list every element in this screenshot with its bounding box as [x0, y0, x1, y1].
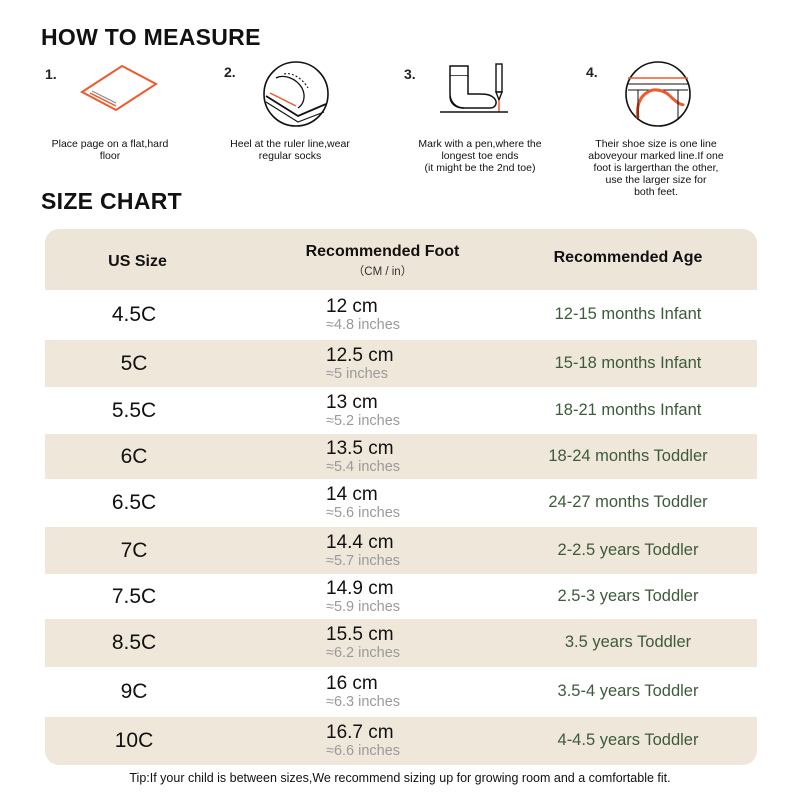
- table-row: 8.5C 15.5 cm ≈6.2 inches 3.5 years Toddler: [45, 619, 757, 667]
- table-row: 5C 12.5 cm ≈5 inches 15-18 months Infant: [45, 340, 757, 387]
- how-to-measure-title: HOW TO MEASURE: [41, 24, 261, 50]
- table-row: 9C 16 cm ≈6.3 inches 3.5-4 years Toddler: [45, 667, 757, 717]
- step-number: 2.: [224, 64, 236, 80]
- recommended-age-cell: 18-21 months Infant: [554, 400, 702, 419]
- paper-sheet-icon: [80, 64, 158, 112]
- us-size-cell: 5C: [120, 351, 148, 375]
- step-number: 3.: [404, 66, 416, 82]
- recommended-age-cell: 15-18 months Infant: [554, 353, 702, 372]
- foot-length-inches: ≈6.6 inches: [326, 743, 401, 759]
- foot-length-cm: 14.9 cm: [326, 577, 394, 599]
- us-size-cell: 8.5C: [111, 631, 157, 654]
- foot-length-cm: 12 cm: [326, 296, 378, 317]
- foot-length-cm: 13.5 cm: [326, 437, 394, 459]
- us-size-cell: 7.5C: [111, 584, 157, 608]
- recommended-age-cell: 3.5-4 years Toddler: [557, 682, 699, 700]
- table-row: 4.5C 12 cm ≈4.8 inches 12-15 months Infant: [45, 290, 757, 340]
- foot-length-inches: ≈5.7 inches: [326, 552, 401, 569]
- step-number: 4.: [586, 64, 598, 80]
- step-instruction: Place page on a flat,hard floor: [51, 138, 169, 162]
- foot-length-inches: ≈5.4 inches: [326, 458, 401, 475]
- foot-size-line-icon: [625, 61, 691, 127]
- recommended-age-cell: 2.5-3 years Toddler: [557, 586, 699, 605]
- step-instruction: Heel at the ruler line,wear regular sock…: [230, 138, 350, 162]
- recommended-age-cell: 3.5 years Toddler: [564, 633, 692, 651]
- sizing-tip: Tip:If your child is between sizes,We re…: [129, 771, 671, 785]
- us-size-cell: 5.5C: [111, 398, 157, 422]
- foot-length-cm: 12.5 cm: [326, 344, 394, 366]
- foot-length-inches: ≈4.8 inches: [326, 317, 401, 333]
- table-row: 7.5C 14.9 cm ≈5.9 inches 2.5-3 years Toddle…: [45, 574, 757, 619]
- foot-length-cm: 16 cm: [326, 673, 378, 694]
- us-size-cell: 4.5C: [111, 303, 157, 326]
- foot-length-inches: ≈6.2 inches: [326, 645, 401, 661]
- foot-length-cm: 15.5 cm: [326, 624, 394, 645]
- us-size-cell: 6C: [120, 444, 148, 468]
- foot-length-cm: 14.4 cm: [326, 531, 394, 553]
- us-size-cell: 10C: [114, 729, 154, 752]
- foot-length-inches: ≈5.6 inches: [326, 505, 401, 521]
- recommended-age-cell: 12-15 months Infant: [554, 305, 702, 323]
- us-size-cell: 7C: [120, 538, 148, 562]
- foot-length-inches: ≈5 inches: [326, 365, 388, 382]
- recommended-age-cell: 24-27 months Toddler: [548, 493, 708, 511]
- header-recommended-age: Recommended Age: [553, 249, 703, 266]
- header-us-size: US Size: [108, 253, 167, 270]
- foot-length-inches: ≈5.9 inches: [326, 598, 401, 615]
- step-number: 1.: [45, 66, 57, 82]
- us-size-cell: 6.5C: [111, 491, 157, 514]
- table-row: 6C 13.5 cm ≈5.4 inches 18-24 months Toddler: [45, 434, 757, 479]
- heel-on-ruler-icon: [263, 61, 329, 127]
- foot-length-inches: ≈5.2 inches: [326, 412, 401, 429]
- us-size-cell: 9C: [120, 680, 148, 703]
- foot-length-cm: 13 cm: [326, 391, 378, 413]
- size-chart-table: US Size Recommended Foot （CM / in） Recom…: [45, 229, 757, 765]
- table-row: 5.5C 13 cm ≈5.2 inches 18-21 months Infant: [45, 387, 757, 434]
- step-instruction: Mark with a pen,where the longest toe en…: [418, 138, 542, 174]
- step-instruction: Their shoe size is one line aboveyour ma…: [588, 138, 724, 198]
- recommended-age-cell: 18-24 months Toddler: [548, 446, 708, 465]
- table-row: 6.5C 14 cm ≈5.6 inches 24-27 months Toddler: [45, 479, 757, 527]
- table-header: US Size Recommended Foot （CM / in） Recom…: [45, 229, 757, 290]
- recommended-age-cell: 4-4.5 years Toddler: [557, 731, 699, 749]
- foot-length-cm: 16.7 cm: [326, 722, 394, 743]
- table-row: 7C 14.4 cm ≈5.7 inches 2-2.5 years Toddler: [45, 527, 757, 574]
- header-foot-units: （CM / in）: [352, 266, 413, 278]
- size-chart-title: SIZE CHART: [41, 188, 182, 214]
- foot-length-cm: 14 cm: [326, 484, 378, 505]
- sock-and-pen-icon: [440, 63, 508, 113]
- header-recommended-foot: Recommended Foot: [305, 243, 460, 260]
- table-row: 10C 16.7 cm ≈6.6 inches 4-4.5 years Toddler: [45, 717, 757, 765]
- recommended-age-cell: 2-2.5 years Toddler: [557, 540, 699, 559]
- foot-length-inches: ≈6.3 inches: [326, 694, 401, 710]
